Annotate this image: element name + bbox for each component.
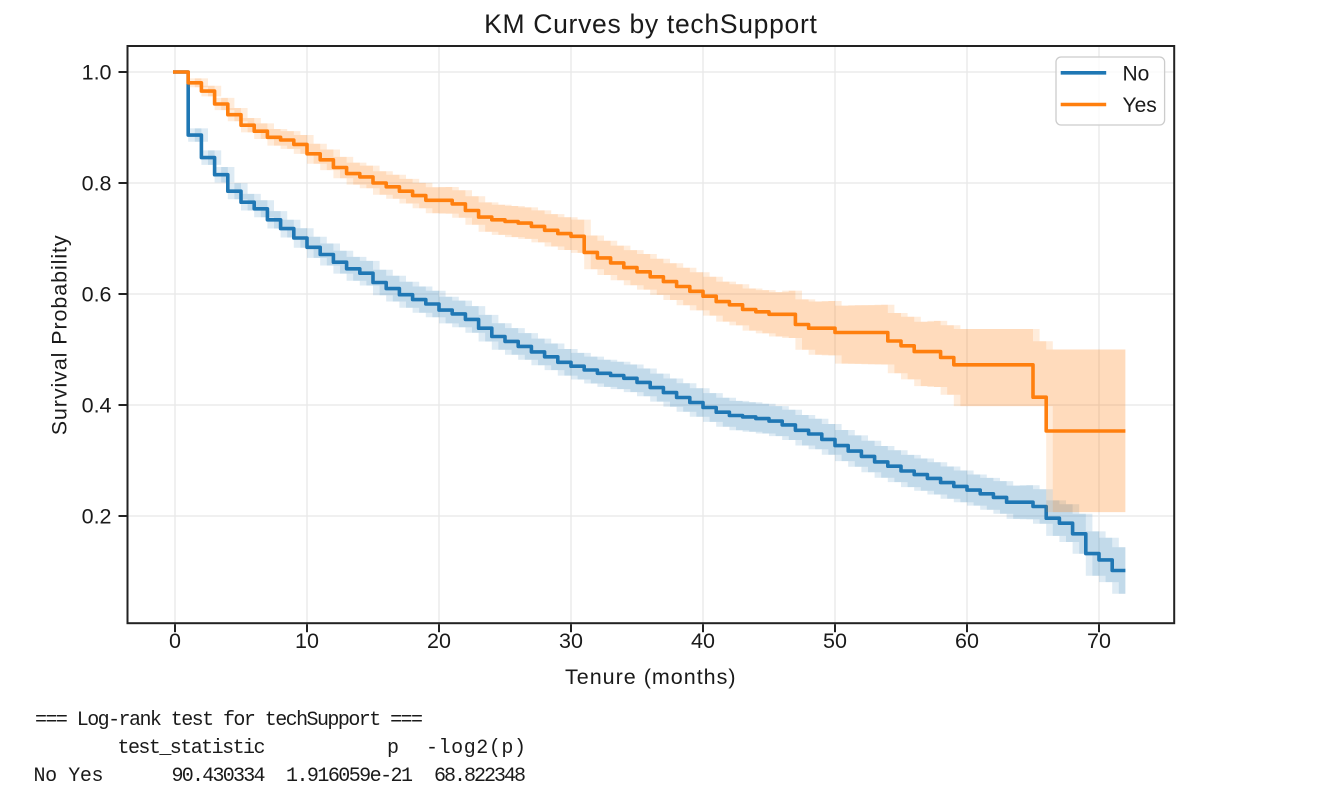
svg-text:=== Log-rank test for techSupp: === Log-rank test for techSupport === <box>35 709 423 732</box>
svg-text:40: 40 <box>691 629 715 653</box>
svg-text:70: 70 <box>1087 629 1111 653</box>
svg-text:KM Curves by techSupport: KM Curves by techSupport <box>484 9 817 39</box>
svg-text:0.4: 0.4 <box>82 394 112 418</box>
svg-text:50: 50 <box>823 629 847 653</box>
svg-text:0.2: 0.2 <box>82 505 112 529</box>
svg-text:No Yes: No Yes <box>34 765 104 788</box>
svg-text:test_statistic: test_statistic <box>118 737 266 760</box>
svg-text:p: p <box>387 737 399 760</box>
svg-text:No: No <box>1123 62 1150 85</box>
svg-text:Survival Probability: Survival Probability <box>48 234 72 435</box>
svg-text:Tenure (months): Tenure (months) <box>565 665 737 689</box>
svg-text:0.6: 0.6 <box>82 283 112 307</box>
svg-text:1.916059e-21: 1.916059e-21 <box>286 765 413 788</box>
svg-text:Yes: Yes <box>1123 94 1157 117</box>
svg-text:1.0: 1.0 <box>82 61 112 85</box>
svg-text:90.430334: 90.430334 <box>172 765 266 788</box>
svg-text:68.822348: 68.822348 <box>434 765 526 788</box>
svg-text:-log2(p): -log2(p) <box>426 737 526 760</box>
svg-text:20: 20 <box>427 629 451 653</box>
svg-text:60: 60 <box>955 629 979 653</box>
svg-text:0.8: 0.8 <box>82 172 112 196</box>
svg-text:30: 30 <box>559 629 583 653</box>
svg-text:10: 10 <box>295 629 319 653</box>
svg-text:0: 0 <box>169 629 181 653</box>
